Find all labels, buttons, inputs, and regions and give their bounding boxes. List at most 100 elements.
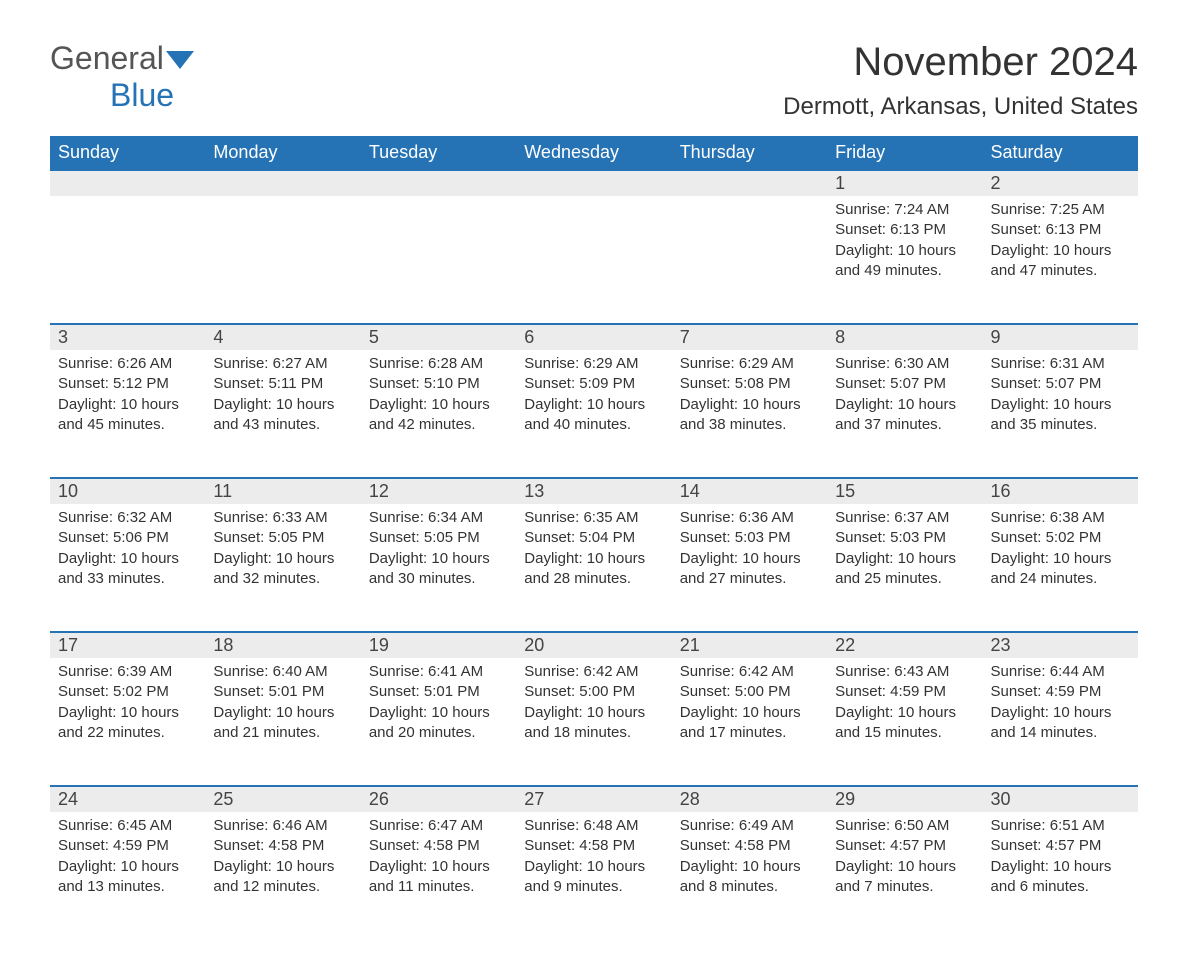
day-details: Sunrise: 6:31 AMSunset: 5:07 PMDaylight:… — [983, 350, 1138, 445]
sunrise-text: Sunrise: 6:42 AM — [524, 662, 663, 682]
sunset-text: Sunset: 5:07 PM — [991, 374, 1130, 394]
month-title: November 2024 — [783, 40, 1138, 85]
day-details: Sunrise: 6:47 AMSunset: 4:58 PMDaylight:… — [361, 812, 516, 907]
day-details: Sunrise: 6:33 AMSunset: 5:05 PMDaylight:… — [205, 504, 360, 599]
sunset-text: Sunset: 5:10 PM — [369, 374, 508, 394]
day-number: 9 — [983, 325, 1138, 350]
sunset-text: Sunset: 6:13 PM — [991, 220, 1130, 240]
empty-cell — [205, 196, 360, 324]
day-number: 26 — [361, 787, 516, 812]
daylight-text: Daylight: 10 hours and 47 minutes. — [991, 241, 1130, 282]
sunrise-text: Sunrise: 6:28 AM — [369, 354, 508, 374]
empty-cell — [361, 196, 516, 324]
sunrise-text: Sunrise: 6:47 AM — [369, 816, 508, 836]
day-details: Sunrise: 6:29 AMSunset: 5:09 PMDaylight:… — [516, 350, 671, 445]
daylight-text: Daylight: 10 hours and 33 minutes. — [58, 549, 197, 590]
day-details: Sunrise: 6:42 AMSunset: 5:00 PMDaylight:… — [672, 658, 827, 753]
sunrise-text: Sunrise: 6:43 AM — [835, 662, 974, 682]
day-details: Sunrise: 6:38 AMSunset: 5:02 PMDaylight:… — [983, 504, 1138, 599]
sunrise-text: Sunrise: 6:39 AM — [58, 662, 197, 682]
sunrise-text: Sunrise: 6:46 AM — [213, 816, 352, 836]
sunset-text: Sunset: 5:11 PM — [213, 374, 352, 394]
sunrise-text: Sunrise: 7:25 AM — [991, 200, 1130, 220]
sunrise-text: Sunrise: 6:36 AM — [680, 508, 819, 528]
day-details: Sunrise: 6:45 AMSunset: 4:59 PMDaylight:… — [50, 812, 205, 907]
day-number: 28 — [672, 787, 827, 812]
weekday-header: Thursday — [672, 136, 827, 170]
day-number: 4 — [205, 325, 360, 350]
sunset-text: Sunset: 4:58 PM — [213, 836, 352, 856]
daylight-text: Daylight: 10 hours and 38 minutes. — [680, 395, 819, 436]
sunset-text: Sunset: 5:06 PM — [58, 528, 197, 548]
empty-cell — [672, 170, 827, 196]
sunrise-text: Sunrise: 6:35 AM — [524, 508, 663, 528]
daylight-text: Daylight: 10 hours and 49 minutes. — [835, 241, 974, 282]
sunset-text: Sunset: 5:04 PM — [524, 528, 663, 548]
day-number: 27 — [516, 787, 671, 812]
empty-cell — [361, 170, 516, 196]
empty-cell — [50, 170, 205, 196]
title-block: November 2024 Dermott, Arkansas, United … — [783, 40, 1138, 121]
day-details: Sunrise: 6:35 AMSunset: 5:04 PMDaylight:… — [516, 504, 671, 599]
day-details: Sunrise: 6:26 AMSunset: 5:12 PMDaylight:… — [50, 350, 205, 445]
sunrise-text: Sunrise: 6:31 AM — [991, 354, 1130, 374]
sunset-text: Sunset: 4:58 PM — [369, 836, 508, 856]
day-number: 11 — [205, 479, 360, 504]
empty-cell — [205, 170, 360, 196]
sunrise-text: Sunrise: 6:51 AM — [991, 816, 1130, 836]
day-details: Sunrise: 7:24 AMSunset: 6:13 PMDaylight:… — [827, 196, 982, 291]
sunrise-text: Sunrise: 6:41 AM — [369, 662, 508, 682]
day-number: 29 — [827, 787, 982, 812]
sunrise-text: Sunrise: 6:48 AM — [524, 816, 663, 836]
logo-text-2: Blue — [50, 77, 174, 113]
day-number: 13 — [516, 479, 671, 504]
daylight-text: Daylight: 10 hours and 18 minutes. — [524, 703, 663, 744]
sunset-text: Sunset: 5:08 PM — [680, 374, 819, 394]
day-details: Sunrise: 6:37 AMSunset: 5:03 PMDaylight:… — [827, 504, 982, 599]
daylight-text: Daylight: 10 hours and 30 minutes. — [369, 549, 508, 590]
day-details: Sunrise: 6:28 AMSunset: 5:10 PMDaylight:… — [361, 350, 516, 445]
empty-cell — [516, 196, 671, 324]
daylight-text: Daylight: 10 hours and 12 minutes. — [213, 857, 352, 898]
day-details: Sunrise: 6:49 AMSunset: 4:58 PMDaylight:… — [672, 812, 827, 907]
sunrise-text: Sunrise: 6:37 AM — [835, 508, 974, 528]
day-number: 18 — [205, 633, 360, 658]
sunset-text: Sunset: 5:02 PM — [991, 528, 1130, 548]
sunset-text: Sunset: 5:03 PM — [680, 528, 819, 548]
weekday-header: Saturday — [983, 136, 1138, 170]
daylight-text: Daylight: 10 hours and 28 minutes. — [524, 549, 663, 590]
daylight-text: Daylight: 10 hours and 14 minutes. — [991, 703, 1130, 744]
weekday-header: Sunday — [50, 136, 205, 170]
day-number: 7 — [672, 325, 827, 350]
sunset-text: Sunset: 5:07 PM — [835, 374, 974, 394]
week-daynum-row: 12 — [50, 170, 1138, 196]
day-details: Sunrise: 6:41 AMSunset: 5:01 PMDaylight:… — [361, 658, 516, 753]
sunset-text: Sunset: 5:00 PM — [680, 682, 819, 702]
sunrise-text: Sunrise: 6:34 AM — [369, 508, 508, 528]
daylight-text: Daylight: 10 hours and 15 minutes. — [835, 703, 974, 744]
day-number: 6 — [516, 325, 671, 350]
logo: General Blue — [50, 40, 194, 114]
week-daynum-row: 17181920212223 — [50, 632, 1138, 658]
day-number: 8 — [827, 325, 982, 350]
day-details: Sunrise: 6:36 AMSunset: 5:03 PMDaylight:… — [672, 504, 827, 599]
day-number: 25 — [205, 787, 360, 812]
daylight-text: Daylight: 10 hours and 32 minutes. — [213, 549, 352, 590]
week-body-row: Sunrise: 7:24 AMSunset: 6:13 PMDaylight:… — [50, 196, 1138, 324]
empty-cell — [50, 196, 205, 324]
sunrise-text: Sunrise: 6:33 AM — [213, 508, 352, 528]
sunrise-text: Sunrise: 6:44 AM — [991, 662, 1130, 682]
sunset-text: Sunset: 4:58 PM — [524, 836, 663, 856]
sunrise-text: Sunrise: 6:50 AM — [835, 816, 974, 836]
sunrise-text: Sunrise: 6:29 AM — [524, 354, 663, 374]
weekday-header: Monday — [205, 136, 360, 170]
logo-flag-icon — [166, 51, 194, 74]
sunrise-text: Sunrise: 6:42 AM — [680, 662, 819, 682]
daylight-text: Daylight: 10 hours and 21 minutes. — [213, 703, 352, 744]
week-body-row: Sunrise: 6:39 AMSunset: 5:02 PMDaylight:… — [50, 658, 1138, 786]
weekday-header: Friday — [827, 136, 982, 170]
daylight-text: Daylight: 10 hours and 40 minutes. — [524, 395, 663, 436]
daylight-text: Daylight: 10 hours and 42 minutes. — [369, 395, 508, 436]
empty-cell — [516, 170, 671, 196]
empty-cell — [672, 196, 827, 324]
